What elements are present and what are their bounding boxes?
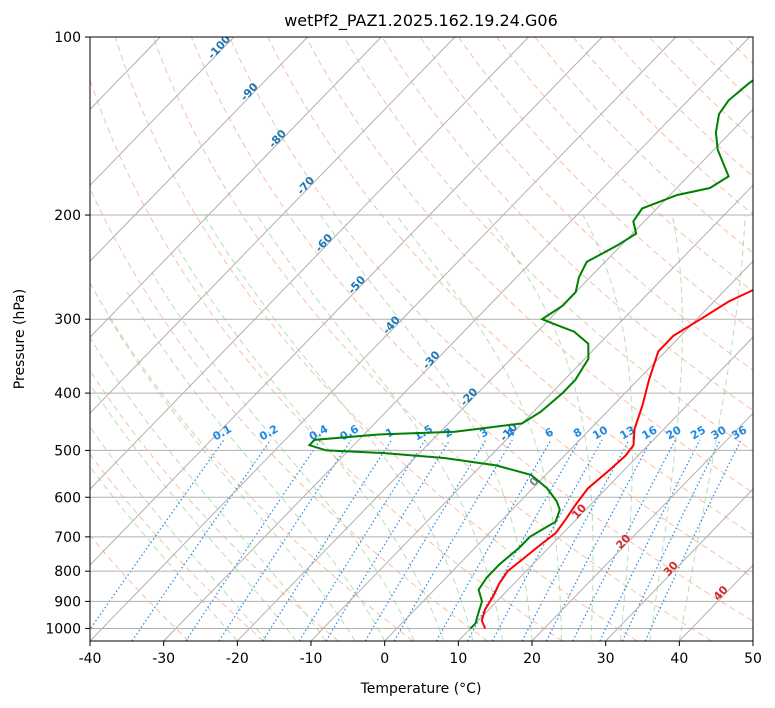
moist-adiabat-line	[319, 214, 533, 641]
y-axis: 100 200 300 400 500 600 700 800 900 1000	[45, 30, 90, 637]
x-tick-label: -20	[226, 651, 249, 667]
x-tick-label: -30	[152, 651, 175, 667]
isotherm-line	[605, 488, 753, 641]
dry-adiabat-line	[90, 453, 264, 641]
mixing-ratio-line	[131, 439, 272, 641]
y-tick-label: 700	[54, 530, 81, 546]
x-tick-label: 40	[670, 651, 688, 667]
moist-adiabat-line	[396, 214, 562, 641]
isotherm-line	[457, 336, 753, 641]
isotherm-line	[163, 37, 750, 641]
y-axis-label: Pressure (hPa)	[12, 289, 28, 389]
y-tick-label: 100	[54, 30, 81, 46]
y-tick-label: 200	[54, 208, 81, 224]
isotherms	[90, 37, 753, 641]
y-tick-label: 1000	[45, 621, 81, 637]
mixing-ratio-line	[435, 439, 552, 641]
dewpoint-line	[307, 79, 753, 630]
x-tick-label: 20	[523, 651, 541, 667]
temperature-line	[480, 288, 753, 629]
moist-adiabat-line	[649, 214, 683, 641]
dry-adiabat-line	[114, 37, 638, 641]
moist-adiabat-line	[203, 214, 474, 641]
mixing-ratio-line	[325, 439, 451, 641]
y-tick-label: 400	[54, 386, 81, 402]
isotherm-line	[90, 37, 677, 641]
mixing-ratio-line	[218, 439, 352, 641]
y-tick-label: 900	[54, 594, 81, 610]
mixing-ratio-line	[572, 439, 676, 641]
plot-area: -100-90-80-70-60-50-40-30-20-10010203040…	[90, 37, 753, 641]
isotherm-line	[90, 37, 456, 414]
moist-adiabat-line	[90, 426, 268, 641]
dry-adiabat-line	[496, 37, 753, 293]
plot-frame	[89, 36, 754, 642]
y-tick-label: 500	[54, 443, 81, 459]
mixing-ratio-line	[599, 439, 701, 641]
isotherm-line	[384, 260, 753, 641]
dry-adiabat-line	[90, 186, 488, 641]
x-tick-label: 10	[449, 651, 467, 667]
isotherm-line	[90, 37, 529, 490]
pressure-grid	[90, 37, 753, 629]
moist-adiabat-line	[678, 214, 746, 641]
x-axis: -40 -30 -20 -10 0 10 20 30 40 50	[79, 641, 762, 667]
x-tick-label: 0	[380, 651, 389, 667]
mixing-ratio-line	[298, 439, 426, 641]
mixing-ratio-line	[491, 439, 603, 641]
isotherm-line	[310, 184, 753, 641]
x-axis-label: Temperature (°C)	[360, 681, 482, 697]
y-tick-label: 600	[54, 490, 81, 506]
x-tick-label: 30	[597, 651, 615, 667]
moist-adiabat-line	[175, 245, 445, 641]
dry-adiabat-line	[90, 78, 563, 641]
x-tick-label: -40	[79, 651, 102, 667]
isotherm-line	[90, 37, 308, 262]
isotherm-line	[531, 412, 753, 641]
moist-adiabat-line	[582, 214, 634, 641]
isotherm-line	[236, 108, 753, 641]
mixing-ratio-line	[364, 439, 487, 641]
mixing-ratio-line	[262, 439, 393, 641]
moist-adiabat-line	[106, 314, 356, 641]
isotherm-line	[90, 37, 235, 187]
isotherm-line	[90, 37, 382, 338]
y-tick-label: 300	[54, 312, 81, 328]
moist-adiabat-line	[90, 336, 327, 641]
dry-adiabat-line	[190, 37, 753, 622]
dry-adiabat-line	[90, 369, 339, 641]
moist-adiabat-line	[151, 272, 415, 641]
moist-adiabat-line	[485, 214, 594, 641]
x-tick-label: -10	[300, 651, 323, 667]
x-tick-label: 50	[744, 651, 762, 667]
isotherm-line	[90, 37, 603, 566]
mixing-ratio-line	[90, 439, 225, 631]
sounding-series	[307, 79, 753, 630]
chart-title: wetPf2_PAZ1.2025.162.19.24.G06	[284, 11, 558, 31]
mixing-ratio-line	[185, 439, 321, 641]
mixing-ratio-line	[466, 439, 580, 641]
moist-adiabat-line	[90, 383, 297, 641]
y-tick-label: 800	[54, 564, 81, 580]
